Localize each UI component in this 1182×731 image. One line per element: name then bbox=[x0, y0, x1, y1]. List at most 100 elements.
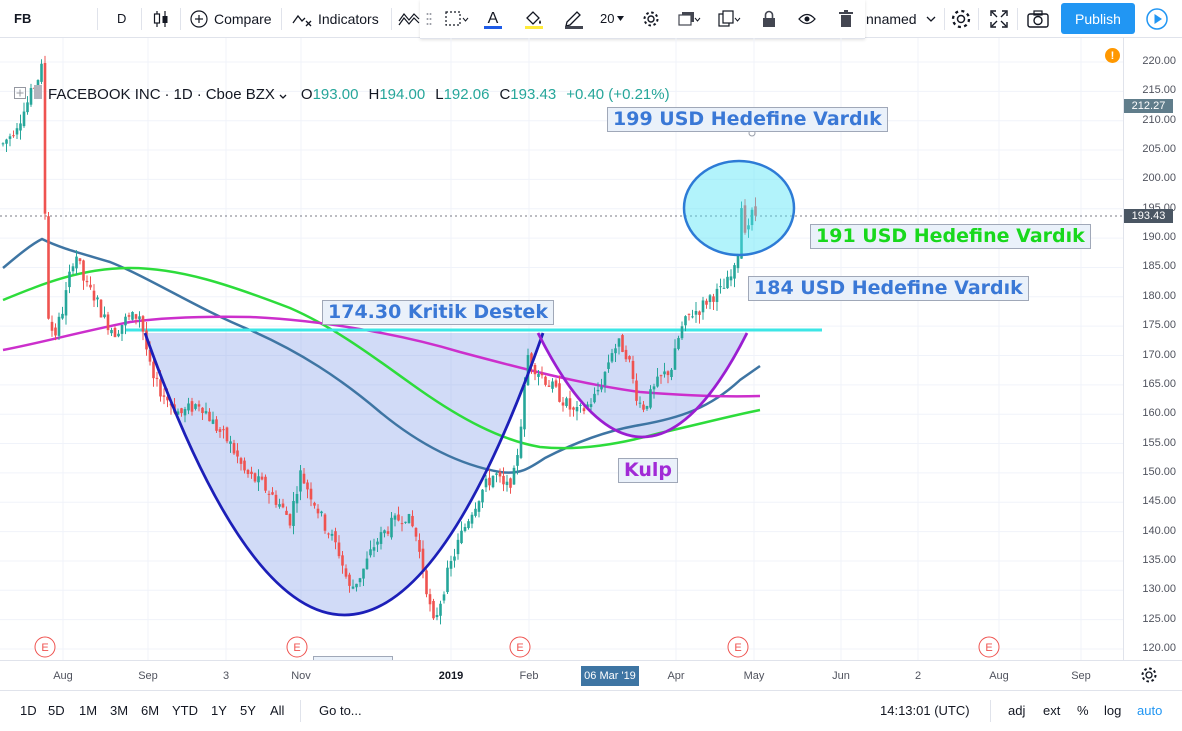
candle-body bbox=[593, 393, 596, 403]
indicators-button[interactable]: Indicators bbox=[292, 0, 379, 37]
play-button[interactable] bbox=[1146, 0, 1168, 37]
border-style-button[interactable] bbox=[445, 0, 469, 37]
lock-button[interactable] bbox=[762, 0, 776, 37]
candle-body bbox=[12, 135, 15, 137]
candle-body bbox=[19, 123, 22, 131]
earnings-marker[interactable] bbox=[727, 636, 749, 658]
axis-settings-button[interactable] bbox=[1140, 666, 1162, 688]
candle-body bbox=[82, 260, 85, 281]
goto-button[interactable]: Go to... bbox=[319, 690, 362, 731]
eye-icon bbox=[798, 12, 816, 26]
chart-type-button[interactable] bbox=[153, 0, 169, 37]
annotation-support[interactable]: 174.30 Kritik Destek bbox=[322, 300, 554, 325]
price-tick-label: 200.00 bbox=[1142, 172, 1176, 185]
price-tick-label: 145.00 bbox=[1142, 495, 1176, 508]
candle-body bbox=[344, 568, 348, 577]
candle-body bbox=[495, 473, 498, 475]
candle-body bbox=[316, 508, 320, 514]
candle-body bbox=[670, 369, 673, 377]
candle-body bbox=[134, 314, 138, 319]
candle-body bbox=[411, 515, 414, 527]
annotation-partial[interactable]: Fi bbox=[313, 656, 393, 660]
compare-button[interactable]: Compare bbox=[190, 0, 272, 37]
plus-circle-icon bbox=[190, 9, 208, 28]
candle-body bbox=[176, 411, 180, 415]
candle-body bbox=[736, 255, 740, 269]
candle-body bbox=[659, 375, 663, 377]
price-tick-label: 155.00 bbox=[1142, 436, 1176, 449]
candle-body bbox=[589, 404, 593, 407]
range-button-1d[interactable]: 1D bbox=[20, 703, 37, 718]
visibility-button[interactable] bbox=[798, 0, 816, 37]
play-circle-icon bbox=[1146, 7, 1168, 30]
range-button-5d[interactable]: 5D bbox=[48, 703, 65, 718]
warning-icon[interactable]: ! bbox=[1105, 48, 1120, 63]
candle-body bbox=[537, 374, 540, 377]
handle-curve bbox=[536, 332, 749, 439]
fullscreen-button[interactable] bbox=[989, 0, 1009, 37]
candle-body bbox=[201, 407, 204, 414]
line-color-button[interactable] bbox=[563, 0, 585, 37]
chevron-down-icon[interactable] bbox=[279, 86, 287, 103]
candle-body bbox=[540, 373, 544, 376]
symbol-search[interactable]: FB bbox=[14, 0, 31, 37]
candle-body bbox=[446, 567, 449, 593]
font-size-select[interactable]: 20 bbox=[600, 0, 625, 37]
range-button-5y[interactable]: 5Y bbox=[240, 703, 256, 718]
timezone-button[interactable]: 14:13:01 (UTC) bbox=[880, 690, 970, 731]
adj-toggle[interactable]: adj bbox=[1008, 690, 1025, 731]
delete-button[interactable] bbox=[839, 0, 853, 37]
range-button-6m[interactable]: 6M bbox=[141, 703, 160, 718]
candle-body bbox=[57, 316, 61, 336]
range-button-3m[interactable]: 3M bbox=[110, 703, 129, 718]
price-axis[interactable]: 220.00 215.00 210.00 205.00 200.00 195.00 190.… bbox=[1123, 38, 1182, 660]
price-tick-label: 165.00 bbox=[1142, 377, 1176, 390]
publish-button[interactable]: Publish bbox=[1061, 3, 1135, 34]
range-button-1m[interactable]: 1M bbox=[79, 703, 98, 718]
annotation-handle[interactable]: Kulp bbox=[618, 458, 679, 483]
price-tick-label: 175.00 bbox=[1142, 319, 1176, 332]
svg-text:A: A bbox=[488, 10, 499, 27]
legend-symbol-name[interactable]: FACEBOOK INC bbox=[48, 85, 161, 103]
earnings-marker[interactable] bbox=[978, 636, 1000, 658]
visual-order-button[interactable] bbox=[678, 0, 702, 37]
range-button-1y[interactable]: 1Y bbox=[211, 703, 227, 718]
annotation-184-target[interactable]: 184 USD Hedefine Vardık bbox=[748, 276, 1029, 301]
range-button-ytd[interactable]: YTD bbox=[172, 703, 198, 718]
target-ellipse[interactable] bbox=[682, 159, 796, 257]
ext-toggle[interactable]: ext bbox=[1043, 690, 1060, 731]
annotation-191-target[interactable]: 191 USD Hedefine Vardık bbox=[810, 224, 1091, 249]
percent-toggle[interactable]: % bbox=[1077, 690, 1089, 731]
settings-button[interactable] bbox=[642, 0, 660, 37]
candle-body bbox=[159, 379, 162, 397]
candle-body bbox=[614, 348, 617, 354]
earnings-marker[interactable] bbox=[509, 636, 531, 658]
chart-settings-button[interactable] bbox=[950, 0, 972, 37]
clone-button[interactable] bbox=[718, 0, 742, 37]
candle-body bbox=[327, 533, 330, 535]
expand-icon[interactable] bbox=[14, 86, 26, 103]
annotation-199-target[interactable]: 199 USD Hedefine Vardık bbox=[607, 107, 888, 132]
earnings-marker[interactable] bbox=[34, 636, 56, 658]
time-tick-label: Jun bbox=[832, 670, 850, 682]
earnings-marker[interactable] bbox=[286, 636, 308, 658]
layout-name-button[interactable]: nnamed bbox=[866, 0, 936, 37]
gear-icon bbox=[1140, 667, 1158, 688]
legend-high-key: H bbox=[368, 85, 380, 103]
auto-toggle[interactable]: auto bbox=[1137, 690, 1162, 731]
snapshot-button[interactable] bbox=[1027, 0, 1049, 37]
fill-color-button[interactable] bbox=[523, 0, 545, 37]
time-axis[interactable]: Aug Sep 3 Nov 2019 Feb Apr May Jun 2 Aug Sep 06 Mar… bbox=[0, 660, 1182, 690]
text-color-button[interactable]: A bbox=[482, 0, 504, 37]
candle-body bbox=[488, 477, 491, 486]
interval-button[interactable]: D bbox=[117, 0, 126, 37]
candle-body bbox=[379, 532, 383, 544]
range-button-all[interactable]: All bbox=[270, 703, 285, 718]
candle-body bbox=[673, 348, 677, 370]
candle-body bbox=[302, 473, 306, 484]
log-toggle[interactable]: log bbox=[1104, 690, 1121, 731]
drag-handle[interactable] bbox=[426, 0, 432, 37]
templates-button[interactable] bbox=[398, 0, 420, 37]
